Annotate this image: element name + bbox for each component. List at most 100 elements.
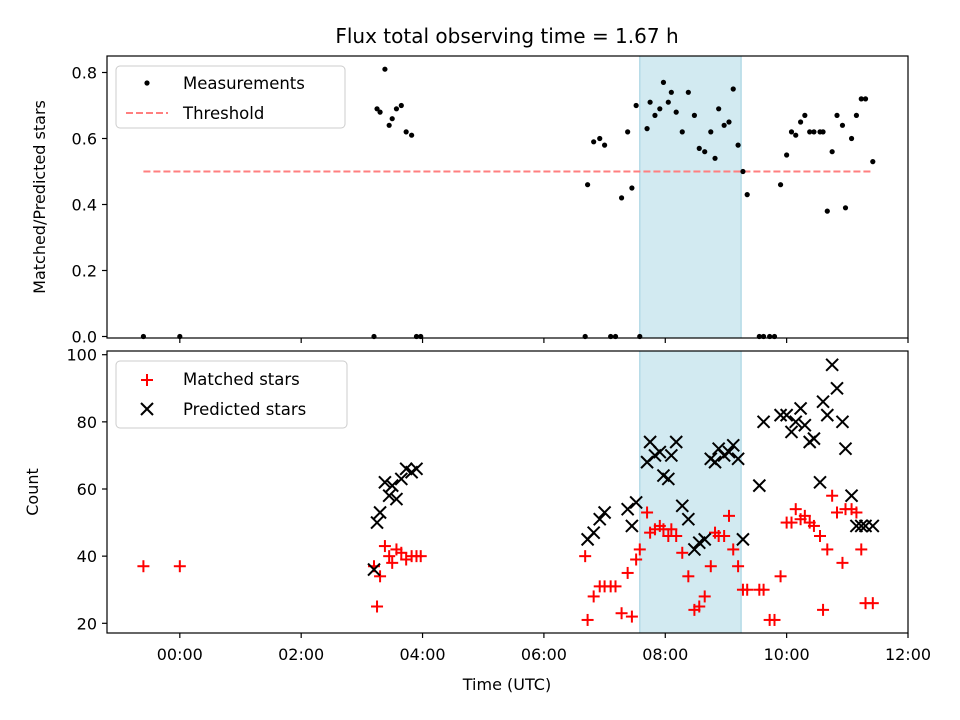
predicted-star-point	[675, 499, 689, 513]
measurement-point	[858, 96, 864, 102]
measurement-point	[618, 195, 625, 201]
measurement-point	[842, 205, 849, 211]
measurement-point	[386, 122, 392, 128]
predicted-star-point	[813, 475, 827, 489]
top-legend-box	[115, 65, 346, 129]
x-tick-label: 06:00	[521, 645, 567, 664]
top-legend-threshold-label: Threshold	[182, 104, 264, 123]
bottom-panel-shaded-interval	[639, 350, 742, 634]
measurement-point	[853, 112, 860, 118]
predicted-star-point	[835, 415, 850, 429]
predicted-star-point	[367, 562, 381, 577]
matched-star-point	[137, 560, 150, 573]
measurement-point	[382, 66, 388, 72]
measurement-point	[644, 126, 650, 132]
measurement-point	[788, 129, 795, 135]
measurement-point	[820, 129, 826, 135]
bottom-panel-frame	[106, 350, 909, 634]
predicted-star-point	[798, 418, 812, 432]
predicted-star-point	[816, 394, 830, 409]
predicted-star-point	[866, 519, 880, 533]
matched-star-point	[798, 509, 811, 522]
matched-star-point	[378, 540, 391, 553]
predicted-star-point	[825, 358, 839, 372]
measurement-point	[793, 132, 799, 138]
matched-star-point	[665, 523, 678, 536]
matched-star-point	[850, 506, 863, 519]
bottom-panel: 20 40 60 80 100 00:00 02:00 04:00 06:00 08:00 10:…	[23, 346, 931, 694]
measurement-point	[393, 106, 400, 112]
measurement-point	[668, 89, 674, 95]
matched-star-point	[821, 543, 834, 556]
bottom-legend: Matched stars Predicted stars	[115, 360, 348, 429]
matched-star-point	[621, 566, 634, 579]
matched-star-point	[785, 516, 798, 529]
measurement-point	[777, 182, 784, 188]
measurement-point	[696, 145, 702, 151]
bottom-legend-predicted-marker	[140, 402, 154, 416]
predicted-star-point	[784, 425, 799, 439]
x-tick-label: 10:00	[764, 645, 810, 664]
matched-star-point	[774, 570, 787, 583]
predicted-star-point	[779, 408, 794, 422]
predicted-star-point	[773, 408, 788, 422]
matched-star-point	[722, 509, 735, 522]
y-tick-label: 0.0	[72, 328, 97, 347]
matched-star-point	[676, 546, 689, 559]
measurement-point	[834, 112, 840, 118]
predicted-star-point	[736, 532, 750, 547]
x-tick-label: 04:00	[399, 645, 445, 664]
matched-star-point	[609, 580, 622, 593]
measurement-point	[797, 119, 804, 125]
measurement-point	[721, 122, 727, 128]
predicted-star-point	[820, 408, 835, 422]
matched-star-point	[718, 530, 731, 543]
matched-star-point	[383, 550, 396, 563]
bottom-panel-y-ticks: 20 40 60 80 100	[66, 346, 107, 633]
matched-star-point	[371, 600, 384, 613]
predicted-star-point	[409, 462, 424, 476]
matched-star-point	[741, 583, 754, 596]
matched-star-point	[173, 560, 186, 573]
measurement-point	[403, 129, 409, 135]
measurement-point	[679, 129, 685, 135]
y-tick-label: 0.6	[72, 130, 97, 149]
measurement-point	[716, 106, 722, 112]
y-tick-label: 60	[77, 480, 97, 499]
matched-star-point	[693, 600, 706, 613]
matched-star-point	[633, 543, 646, 556]
bottom-panel-marks	[137, 358, 880, 626]
measurement-point	[862, 96, 869, 102]
bottom-legend-matched-label: Matched stars	[183, 370, 300, 389]
predicted-star-point	[698, 532, 712, 547]
matched-star-point	[789, 503, 802, 516]
predicted-star-point	[385, 478, 399, 493]
matched-star-point	[414, 550, 427, 563]
measurement-point	[712, 155, 718, 161]
predicted-star-point	[370, 515, 384, 530]
predicted-star-point	[752, 478, 767, 493]
bottom-legend-predicted-label: Predicted stars	[183, 400, 306, 419]
matched-star-point	[670, 530, 683, 543]
matched-star-point	[698, 590, 711, 603]
measurement-point	[848, 135, 855, 142]
top-legend: Measurements Threshold	[115, 65, 346, 129]
measurement-point	[665, 99, 671, 105]
measurement-point	[807, 129, 813, 135]
measurement-point	[374, 106, 380, 112]
top-panel: 0.00.20.40.60.8 Matched/Predicted stars …	[30, 55, 909, 347]
measurement-point	[802, 112, 808, 118]
matched-star-point	[836, 556, 849, 569]
top-panel-x-ticks	[179, 338, 909, 343]
y-tick-label: 100	[66, 346, 97, 365]
matched-star-point	[615, 607, 628, 620]
measurement-point	[702, 149, 708, 155]
matched-star-point	[757, 583, 770, 596]
measurement-point	[870, 159, 876, 165]
measurement-point	[601, 142, 608, 148]
bottom-legend-matched-marker	[141, 374, 153, 386]
predicted-star-point	[708, 455, 722, 469]
matched-star-point	[727, 543, 740, 556]
y-tick-label: 0.2	[72, 262, 97, 281]
predicted-star-point	[593, 512, 607, 526]
